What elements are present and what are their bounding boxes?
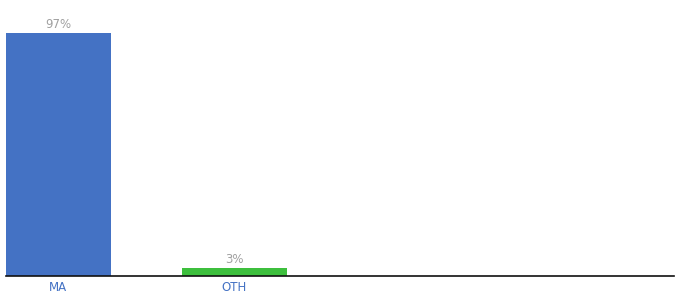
Text: 3%: 3% [225, 253, 243, 266]
Bar [182, 268, 287, 276]
Bar [5, 33, 111, 276]
Text: 97%: 97% [46, 18, 71, 31]
